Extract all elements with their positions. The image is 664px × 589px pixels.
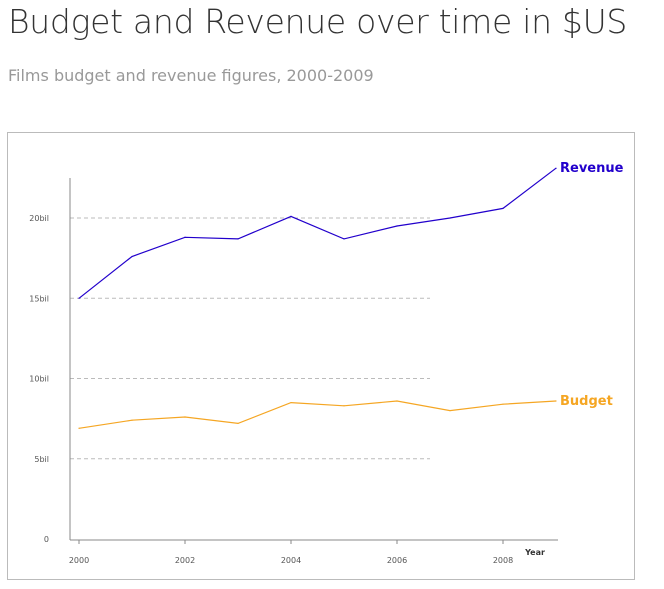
y-tick-label: 20bil bbox=[29, 214, 49, 223]
revenue-series-label: Revenue bbox=[560, 161, 624, 176]
y-tick-label: 5bil bbox=[34, 455, 49, 464]
revenue-data-point bbox=[290, 215, 292, 217]
series-lines bbox=[78, 167, 557, 429]
chart-frame bbox=[7, 132, 635, 580]
budget-data-point bbox=[290, 401, 292, 404]
x-tick-label: 2004 bbox=[281, 556, 301, 565]
revenue-data-point bbox=[502, 207, 504, 209]
budget-series-label: Budget bbox=[560, 394, 613, 409]
chart-title: Budget and Revenue over time in $US bbox=[8, 2, 628, 41]
revenue-data-point bbox=[396, 225, 398, 227]
budget-data-point bbox=[555, 400, 557, 402]
y-tick-label: 15bil bbox=[29, 294, 49, 303]
budget-series-line bbox=[78, 400, 557, 429]
x-tick-label: 2000 bbox=[69, 556, 89, 565]
chart-subtitle: Films budget and revenue figures, 2000-2… bbox=[8, 66, 374, 85]
revenue-data-point bbox=[449, 217, 451, 219]
x-tick-label: 2008 bbox=[493, 556, 513, 565]
budget-data-point bbox=[184, 416, 186, 418]
revenue-data-point bbox=[78, 297, 80, 299]
x-axis-title: Year bbox=[524, 548, 545, 557]
budget-data-point bbox=[502, 403, 504, 405]
axes bbox=[69, 178, 558, 541]
tick-labels: 0 5bil 10bil 15bil 20bil 2000 2002 2004 2006 2008 bbox=[29, 214, 513, 565]
budget-data-point bbox=[396, 400, 398, 402]
y-tick-label: 10bil bbox=[29, 375, 49, 384]
revenue-data-point bbox=[343, 238, 345, 240]
revenue-data-point bbox=[237, 238, 239, 240]
series-labels: Revenue Budget bbox=[560, 161, 624, 409]
budget-data-point bbox=[449, 410, 451, 412]
budget-data-point bbox=[237, 422, 239, 425]
budget-data-point bbox=[78, 427, 80, 429]
x-tick-label: 2002 bbox=[175, 556, 195, 565]
revenue-series-line bbox=[78, 167, 557, 299]
revenue-data-point bbox=[555, 167, 557, 169]
y-tick-label: 0 bbox=[44, 535, 49, 544]
x-tick-label: 2006 bbox=[387, 556, 407, 565]
budget-data-point bbox=[343, 405, 345, 407]
revenue-data-point bbox=[131, 255, 133, 258]
revenue-data-point bbox=[184, 236, 186, 238]
budget-data-point bbox=[131, 419, 133, 421]
grid-lines bbox=[70, 217, 430, 460]
